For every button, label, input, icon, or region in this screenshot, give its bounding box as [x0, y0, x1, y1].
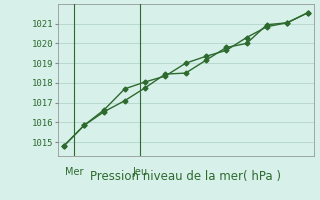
X-axis label: Pression niveau de la mer( hPa ): Pression niveau de la mer( hPa ) [90, 170, 281, 183]
Text: Mer: Mer [65, 167, 83, 177]
Text: Jeu: Jeu [132, 167, 148, 177]
